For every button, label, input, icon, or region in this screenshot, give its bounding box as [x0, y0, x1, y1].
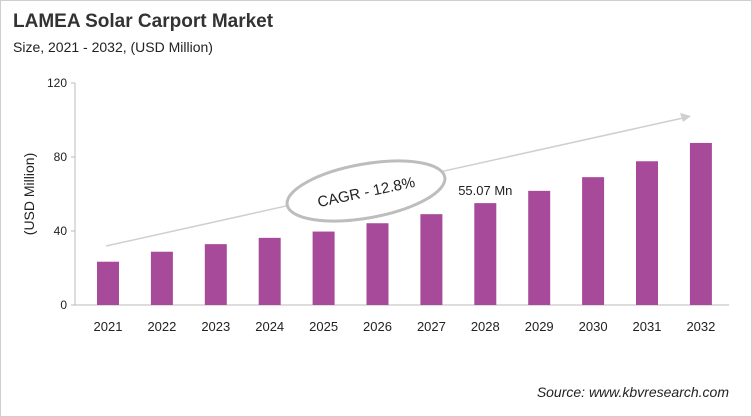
x-tick-label: 2032: [686, 319, 715, 334]
bar-2031: [636, 161, 658, 305]
x-tick-label: 2023: [201, 319, 230, 334]
bar-2025: [312, 231, 335, 305]
x-tick-label: 2031: [633, 319, 662, 334]
y-tick-label: 120: [47, 76, 67, 90]
bar-2028: [474, 203, 497, 305]
trend-arrow-head-icon: [680, 113, 691, 122]
x-tick-label: 2025: [309, 319, 338, 334]
cagr-ellipse: [285, 159, 447, 223]
y-tick-label: 80: [54, 150, 68, 164]
chart-title: LAMEA Solar Carport Market: [13, 11, 274, 32]
bar-2022: [150, 251, 173, 305]
data-label: 55.07 Mn: [458, 183, 512, 198]
x-tick-label: 2030: [579, 319, 608, 334]
x-tick-label: 2024: [255, 319, 284, 334]
bar-2032: [689, 142, 712, 305]
bar-2024: [258, 237, 281, 305]
x-tick-label: 2026: [363, 319, 392, 334]
y-axis-label: (USD Million): [21, 153, 37, 235]
y-tick-label: 0: [60, 298, 67, 312]
bar-2021: [97, 261, 119, 305]
y-tick-label: 40: [54, 224, 68, 238]
x-tick-label: 2021: [94, 319, 123, 334]
x-tick-label: 2029: [525, 319, 554, 334]
x-tick-label: 2028: [471, 319, 500, 334]
bar-2029: [528, 190, 551, 305]
chart-subtitle: Size, 2021 - 2032, (USD Million): [13, 39, 213, 55]
bar-2026: [366, 223, 389, 305]
bar-2030: [582, 177, 605, 305]
x-tick-label: 2022: [147, 319, 176, 334]
source-text: Source: www.kbvresearch.com: [536, 384, 729, 400]
x-tick-label: 2027: [417, 319, 446, 334]
bar-2023: [204, 244, 227, 305]
bar-2027: [420, 214, 443, 305]
